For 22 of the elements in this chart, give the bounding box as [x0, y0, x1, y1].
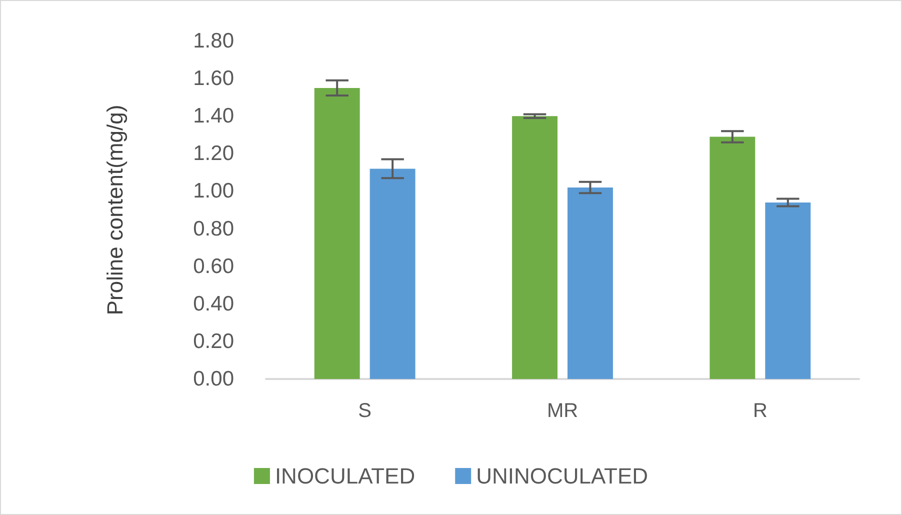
bar — [765, 202, 811, 379]
x-tick-label: MR — [546, 400, 578, 422]
y-tick-label: 1.60 — [193, 67, 234, 90]
y-tick-label: 1.80 — [193, 30, 234, 52]
bar — [568, 187, 613, 379]
y-tick-label: 1.00 — [193, 180, 234, 203]
y-tick-label: 0.20 — [193, 330, 234, 353]
bar — [370, 168, 416, 379]
y-tick-label: 0.60 — [193, 254, 234, 278]
y-tick-label: 1.40 — [193, 104, 234, 128]
y-axis-title: Proline content(mg/g) — [102, 104, 128, 316]
bar — [314, 88, 360, 379]
legend-label: UNINOCULATED — [476, 464, 648, 488]
y-tick-label: 1.20 — [193, 142, 234, 166]
x-tick-label: R — [752, 400, 768, 422]
y-tick-label: 0.80 — [193, 217, 234, 240]
bar — [512, 116, 558, 379]
bar — [710, 136, 756, 379]
x-tick-label: S — [358, 400, 372, 422]
y-tick-label: 0.00 — [193, 368, 234, 390]
y-tick-label: 0.40 — [193, 292, 234, 316]
legend-label: INOCULATED — [274, 464, 416, 488]
